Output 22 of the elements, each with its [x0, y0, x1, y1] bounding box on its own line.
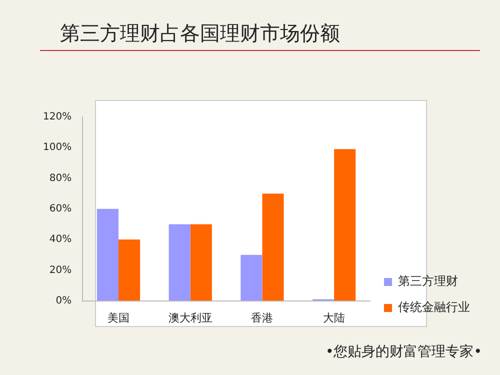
chart-title: 第三方理财占各国理财市场份额 [60, 20, 340, 47]
x-tick-label: 美国 [108, 311, 130, 324]
bar [96, 208, 119, 301]
bar [118, 240, 140, 301]
x-tick-label: 香港 [251, 311, 274, 324]
y-tick-label: 0% [56, 295, 72, 306]
y-tick-label: 40% [49, 234, 72, 246]
bar [190, 224, 212, 301]
y-tick-label: 20% [49, 264, 72, 276]
y-tick-label: 60% [49, 203, 72, 214]
text: •您贴身的财富管理专家• [325, 343, 482, 361]
y-tick-label: 80% [49, 172, 72, 184]
y-tick-label: 120% [42, 112, 72, 123]
legend-label: 传统金融行业 [398, 300, 470, 314]
bar [334, 149, 356, 301]
bar [240, 254, 262, 301]
bar [168, 224, 190, 301]
bar [262, 194, 284, 301]
y-tick-label: 100% [42, 142, 72, 154]
x-tick-label: 澳大利亚 [168, 311, 212, 324]
legend-label: 第三方理财 [398, 274, 458, 288]
x-tick-label: 大陆 [323, 311, 346, 324]
